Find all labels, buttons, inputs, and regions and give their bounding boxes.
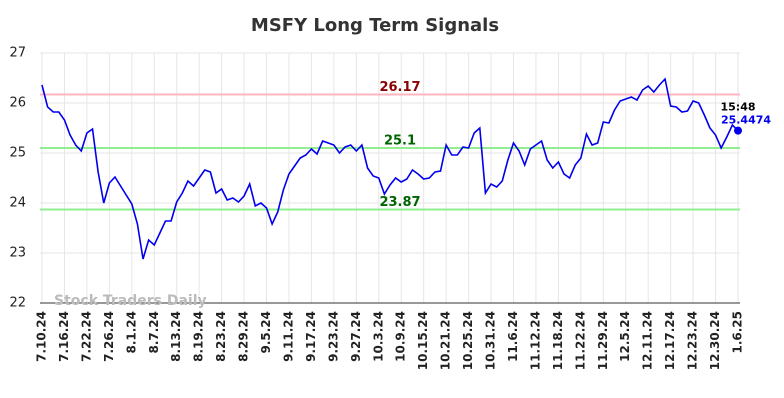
x-tick-label: 8.1.24 <box>124 311 138 354</box>
x-tick-label: 1.6.25 <box>731 311 745 354</box>
x-tick-label: 11.22.24 <box>573 311 587 370</box>
x-tick-label: 9.5.24 <box>259 311 273 354</box>
signal-label: 25.1 <box>384 134 416 149</box>
last-time: 15:48 <box>720 101 755 114</box>
x-tick-label: 11.6.24 <box>506 311 520 362</box>
x-tick-label: 8.13.24 <box>169 311 183 362</box>
y-tick-label: 27 <box>9 46 26 61</box>
x-tick-label: 10.15.24 <box>416 311 430 370</box>
x-tick-label: 9.27.24 <box>349 311 363 362</box>
x-tick-label: 8.7.24 <box>147 311 161 354</box>
x-tick-label: 10.3.24 <box>371 311 385 362</box>
x-tick-label: 10.21.24 <box>439 311 453 370</box>
y-tick-label: 23 <box>9 246 26 261</box>
last-value: 25.4474 <box>721 114 771 127</box>
x-tick-label: 11.18.24 <box>551 311 565 370</box>
signal-label: 23.87 <box>379 195 420 210</box>
chart-title: MSFY Long Term Signals <box>251 15 499 36</box>
watermark: Stock Traders Daily <box>54 293 207 309</box>
y-tick-label: 22 <box>9 296 26 311</box>
y-tick-label: 25 <box>9 146 26 161</box>
x-tick-label: 9.17.24 <box>304 311 318 362</box>
y-tick-label: 24 <box>9 196 26 211</box>
x-tick-label: 7.16.24 <box>57 311 71 362</box>
x-tick-label: 10.25.24 <box>461 311 475 370</box>
x-tick-label: 7.10.24 <box>35 311 49 362</box>
x-tick-label: 7.22.24 <box>79 311 93 362</box>
x-tick-label: 7.26.24 <box>102 311 116 362</box>
x-tick-label: 9.23.24 <box>326 311 340 362</box>
y-tick-label: 26 <box>9 96 26 111</box>
last-point <box>734 126 742 135</box>
x-tick-label: 11.29.24 <box>596 311 610 370</box>
x-tick-label: 12.17.24 <box>663 311 677 370</box>
x-tick-label: 9.11.24 <box>281 311 295 362</box>
x-tick-label: 8.29.24 <box>237 311 251 362</box>
price-line <box>41 77 739 260</box>
x-tick-label: 12.23.24 <box>686 311 700 370</box>
x-tick-label: 12.5.24 <box>618 311 632 362</box>
signal-label: 26.17 <box>379 80 420 95</box>
x-tick-label: 8.19.24 <box>192 311 206 362</box>
x-tick-label: 10.9.24 <box>394 311 408 362</box>
x-tick-label: 12.30.24 <box>708 311 722 370</box>
x-tick-label: 10.31.24 <box>484 311 498 370</box>
x-tick-label: 12.11.24 <box>641 311 655 370</box>
x-tick-label: 11.12.24 <box>528 311 542 370</box>
x-tick-label: 8.23.24 <box>214 311 228 362</box>
